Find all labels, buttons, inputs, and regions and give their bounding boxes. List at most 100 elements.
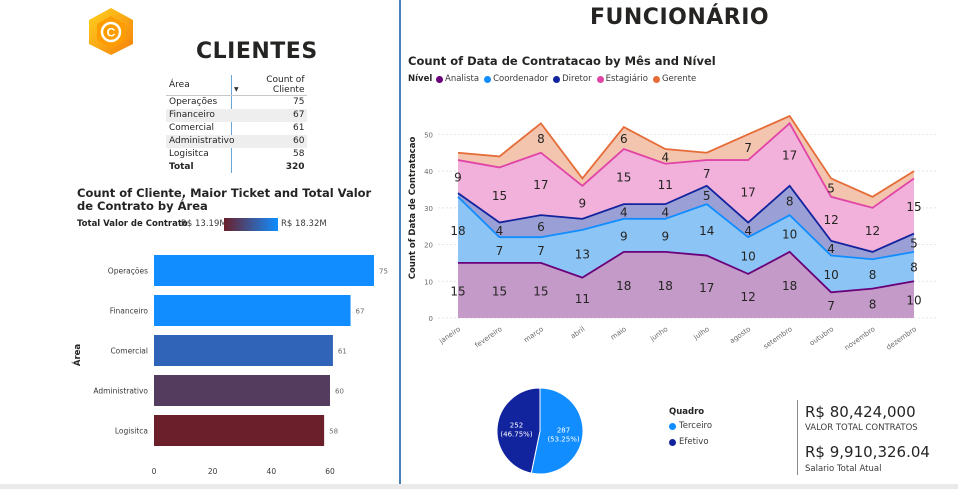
- line-estagiário: [457, 121, 915, 209]
- table-row: Operações 75: [166, 96, 307, 109]
- area-x-tick: setembro: [762, 325, 794, 351]
- pie-legend-label: Terceiro: [679, 421, 713, 431]
- area-data-label: 17: [699, 281, 714, 295]
- area-data-label: 8: [869, 268, 877, 282]
- area-legend-item[interactable]: Gerente: [652, 74, 697, 84]
- area-data-label: 18: [616, 279, 631, 293]
- total-value: 320: [285, 162, 305, 172]
- logo-icon: C: [89, 8, 133, 55]
- area-data-label: 18: [782, 279, 797, 293]
- cell-area: Administrativo: [166, 134, 238, 148]
- area-y-tick: 0: [429, 315, 433, 323]
- bar-chart: Área Operações 75 Financeiro 67 Comercial 61 Ad…: [71, 255, 388, 476]
- funcionario-title: FUNCIONÁRIO: [590, 5, 770, 30]
- area-x-tick: fevereiro: [473, 325, 503, 349]
- pie-legend-item[interactable]: Terceiro: [669, 421, 712, 431]
- bottom-scroll-bar: [0, 484, 958, 489]
- valor-total-contratos-label: VALOR TOTAL CONTRATOS: [805, 423, 918, 433]
- area-diretor: [458, 185, 914, 260]
- area-data-label: 15: [533, 284, 548, 298]
- area-data-label: 9: [579, 196, 587, 210]
- area-x-tick: julho: [692, 325, 711, 342]
- cell-area: Financeiro: [166, 108, 238, 122]
- area-x-tick: janeiro: [437, 325, 462, 346]
- area-y-tick: 20: [424, 242, 433, 250]
- area-x-tick: junho: [648, 325, 669, 343]
- bar-comercial: [154, 335, 333, 366]
- legend-dot-icon: [596, 75, 604, 83]
- table-column-separator: [231, 75, 232, 173]
- table-total-row: Total 320: [166, 161, 307, 174]
- area-y-tick: 40: [424, 168, 433, 176]
- area-data-label: 6: [620, 132, 628, 146]
- area-data-label: 8: [869, 297, 877, 311]
- pie-percent-label: (46.75%): [500, 431, 532, 439]
- pie-legend-label: Efetivo: [679, 437, 709, 447]
- pie-legend: Terceiro Efetivo: [669, 421, 712, 453]
- area-data-label: 18: [658, 279, 673, 293]
- area-data-label: 12: [741, 290, 756, 304]
- area-data-label: 10: [782, 228, 797, 242]
- line-gerente: [457, 114, 915, 198]
- bar-financeiro: [154, 295, 351, 326]
- clientes-table: Área Count of Cliente Operações 75 Financ…: [166, 75, 308, 174]
- area-data-label: 4: [661, 150, 669, 164]
- cell-area: Operações: [169, 97, 218, 108]
- area-data-label: 9: [454, 171, 462, 185]
- area-x-tick: agosto: [728, 325, 752, 345]
- area-data-label: 7: [827, 299, 835, 313]
- legend-dot-icon: [484, 75, 492, 83]
- area-data-label: 13: [575, 248, 590, 262]
- bar-x-tick: 0: [152, 467, 157, 476]
- pie-value-label: 252: [510, 422, 523, 430]
- area-data-label: 4: [661, 205, 669, 219]
- area-legend-item[interactable]: Analista: [436, 74, 479, 84]
- area-legend-item[interactable]: Coordenador: [484, 74, 548, 84]
- area-data-label: 4: [620, 205, 628, 219]
- area-legend-item[interactable]: Diretor: [553, 74, 592, 84]
- area-data-label: 11: [575, 292, 590, 306]
- bar-x-tick: 60: [325, 467, 335, 476]
- table-header-area[interactable]: Área: [166, 75, 238, 96]
- area-x-tick: dezembro: [885, 325, 918, 352]
- pie-legend-title: Quadro: [669, 407, 705, 417]
- bar-category-label: Financeiro: [110, 307, 149, 316]
- section-divider: [399, 0, 401, 484]
- bar-category-label: Comercial: [110, 347, 148, 356]
- area-x-tick: maio: [609, 325, 628, 342]
- bar-chart-title: Count of Cliente, Maior Ticket and Total…: [77, 186, 372, 213]
- bar-y-axis-label: Área: [71, 344, 83, 367]
- bar-logisitca: [154, 415, 325, 446]
- cell-count: 67: [237, 108, 308, 122]
- pie-percent-label: (53.25%): [547, 435, 579, 443]
- area-legend-label: Gerente: [661, 74, 697, 84]
- sort-descending-icon[interactable]: ▼: [234, 86, 239, 93]
- area-x-tick: abril: [569, 325, 586, 340]
- line-analista: [458, 250, 915, 294]
- area-data-label: 17: [741, 185, 756, 199]
- cell-count: 61: [293, 123, 305, 133]
- pie-chart: 287(53.25%) 252(46.75%): [496, 387, 584, 475]
- area-legend-item[interactable]: Estagiário: [596, 74, 648, 84]
- bar-category-label: Administrativo: [93, 387, 148, 396]
- area-data-label: 15: [906, 200, 921, 214]
- area-estagiário: [458, 123, 914, 252]
- area-legend-title: Nível: [408, 74, 433, 84]
- area-data-label: 4: [496, 224, 504, 238]
- area-data-label: 8: [910, 261, 918, 275]
- salario-total-label: Salario Total Atual: [805, 464, 882, 474]
- area-legend: Analista Coordenador Diretor Estagiário Gere…: [436, 74, 696, 84]
- area-data-label: 10: [823, 268, 838, 282]
- area-x-tick: outubro: [808, 325, 835, 347]
- valor-total-contratos-value: R$ 80,424,000: [805, 403, 916, 421]
- area-coordenador: [458, 196, 914, 293]
- pie-legend-item[interactable]: Efetivo: [669, 437, 712, 447]
- area-data-label: 9: [661, 229, 669, 243]
- table-header-count[interactable]: Count of Cliente: [237, 75, 308, 96]
- legend-dot-icon: [436, 75, 443, 83]
- bar-data-label: 75: [379, 268, 388, 276]
- gradient-legend-bar: [224, 218, 278, 231]
- area-y-axis-label: Count of Data de Contratacao: [408, 137, 418, 280]
- pie-slice-efetivo: [496, 387, 541, 474]
- salario-total-value: R$ 9,910,326.04: [805, 443, 930, 461]
